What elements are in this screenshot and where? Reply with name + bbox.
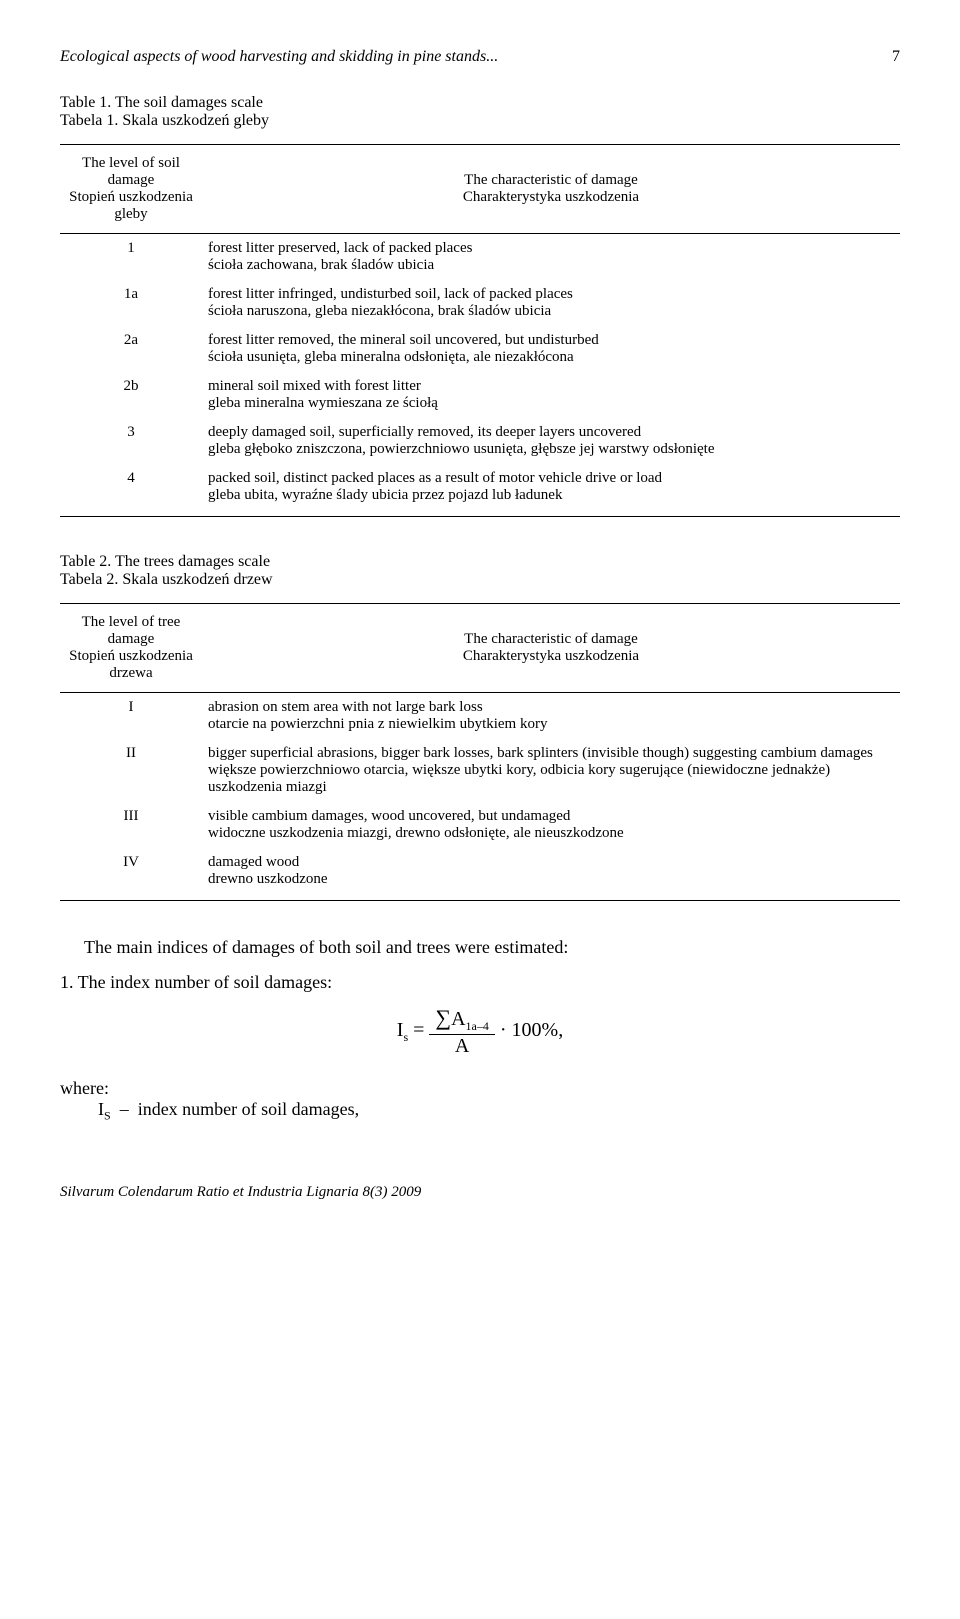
table1-col2-l1: Charakterystyka uszkodzenia xyxy=(208,189,894,206)
table2-level: IV xyxy=(60,848,202,901)
table1-desc: packed soil, distinct packed places as a… xyxy=(202,464,900,517)
table1-col2-header: The characteristic of damage Charakterys… xyxy=(202,145,900,234)
table-row: 4 packed soil, distinct packed places as… xyxy=(60,464,900,517)
table1-caption: Table 1. The soil damages scale Tabela 1… xyxy=(60,94,900,130)
formula-eq: = xyxy=(408,1019,429,1041)
table1-col2-l0: The characteristic of damage xyxy=(208,172,894,189)
table2-col2-l0: The characteristic of damage xyxy=(208,631,894,648)
table2-col2-header: The characteristic of damage Charakterys… xyxy=(202,604,900,693)
formula-num-A: A xyxy=(451,1008,465,1030)
table2-level: III xyxy=(60,802,202,848)
table1-desc-pl: ścioła zachowana, brak śladów ubicia xyxy=(208,257,894,274)
where-label: where: xyxy=(60,1078,109,1098)
table1-level: 2b xyxy=(60,372,202,418)
table1-desc-en: mineral soil mixed with forest litter xyxy=(208,378,894,395)
table2-desc-pl: większe powierzchniowo otarcia, większe … xyxy=(208,762,894,796)
main-sentence: The main indices of damages of both soil… xyxy=(84,937,900,958)
sigma-icon: ∑ xyxy=(435,1005,451,1030)
formula-fraction: ∑A1a–4 A xyxy=(429,1005,494,1058)
table1-desc: deeply damaged soil, superficially remov… xyxy=(202,418,900,464)
table1-desc-pl: gleba ubita, wyraźne ślady ubicia przez … xyxy=(208,487,894,504)
table-row: IV damaged wood drewno uszkodzone xyxy=(60,848,900,901)
table-row: I abrasion on stem area with not large b… xyxy=(60,693,900,740)
running-title: Ecological aspects of wood harvesting an… xyxy=(60,48,498,66)
table2: The level of tree damage Stopień uszkodz… xyxy=(60,603,900,901)
table-row: 1 forest litter preserved, lack of packe… xyxy=(60,234,900,281)
where-definition: IS – index number of soil damages, xyxy=(98,1099,900,1124)
table1-desc-pl: gleba mineralna wymieszana ze ściołą xyxy=(208,395,894,412)
table2-caption: Table 2. The trees damages scale Tabela … xyxy=(60,553,900,589)
table2-desc: abrasion on stem area with not large bar… xyxy=(202,693,900,740)
table2-desc: visible cambium damages, wood uncovered,… xyxy=(202,802,900,848)
formula-soil-index: Is = ∑A1a–4 A · 100%, xyxy=(60,1005,900,1058)
table1-caption-pl: Tabela 1. Skala uszkodzeń gleby xyxy=(60,112,900,130)
table1-col1-l0: The level of soil xyxy=(66,155,196,172)
formula-numerator: ∑A1a–4 xyxy=(429,1005,494,1035)
table1-desc: forest litter preserved, lack of packed … xyxy=(202,234,900,281)
table2-col2-l1: Charakterystyka uszkodzenia xyxy=(208,648,894,665)
formula-num-sub: 1a–4 xyxy=(466,1019,489,1033)
table2-level: I xyxy=(60,693,202,740)
table2-desc-en: bigger superficial abrasions, bigger bar… xyxy=(208,745,894,762)
running-header: Ecological aspects of wood harvesting an… xyxy=(60,48,900,66)
formula-denominator: A xyxy=(429,1035,494,1058)
table1-desc-pl: gleba głęboko zniszczona, powierzchniowo… xyxy=(208,441,894,458)
table1-level: 1 xyxy=(60,234,202,281)
table1-desc-en: forest litter infringed, undisturbed soi… xyxy=(208,286,894,303)
table1-level: 2a xyxy=(60,326,202,372)
where-block: where: IS – index number of soil damages… xyxy=(60,1078,900,1124)
table1-desc-en: packed soil, distinct packed places as a… xyxy=(208,470,894,487)
table1-level: 4 xyxy=(60,464,202,517)
item-1-heading: 1. The index number of soil damages: xyxy=(60,972,900,993)
table1-desc: forest litter removed, the mineral soil … xyxy=(202,326,900,372)
table-row: III visible cambium damages, wood uncove… xyxy=(60,802,900,848)
table2-col1-l2: Stopień uszkodzenia xyxy=(66,648,196,665)
table2-desc-en: abrasion on stem area with not large bar… xyxy=(208,699,894,716)
table2-desc-pl: drewno uszkodzone xyxy=(208,871,894,888)
table2-desc: damaged wood drewno uszkodzone xyxy=(202,848,900,901)
table1-desc-en: deeply damaged soil, superficially remov… xyxy=(208,424,894,441)
journal-footer: Silvarum Colendarum Ratio et Industria L… xyxy=(60,1184,900,1201)
table2-col1-l0: The level of tree xyxy=(66,614,196,631)
table-row: 2a forest litter removed, the mineral so… xyxy=(60,326,900,372)
table1-col1-header: The level of soil damage Stopień uszkodz… xyxy=(60,145,202,234)
table1-caption-en: Table 1. The soil damages scale xyxy=(60,94,900,112)
table1-col1-l3: gleby xyxy=(66,206,196,223)
table2-desc: bigger superficial abrasions, bigger bar… xyxy=(202,739,900,802)
table2-desc-pl: otarcie na powierzchni pnia z niewielkim… xyxy=(208,716,894,733)
table1: The level of soil damage Stopień uszkodz… xyxy=(60,144,900,517)
table2-desc-en: damaged wood xyxy=(208,854,894,871)
formula-lhs: Is xyxy=(397,1019,408,1041)
table-row: 2b mineral soil mixed with forest litter… xyxy=(60,372,900,418)
formula-tail: · 100%, xyxy=(495,1019,563,1041)
table1-desc-en: forest litter preserved, lack of packed … xyxy=(208,240,894,257)
table1-desc-pl: ścioła usunięta, gleba mineralna odsłoni… xyxy=(208,349,894,366)
table1-level: 1a xyxy=(60,280,202,326)
table2-desc-en: visible cambium damages, wood uncovered,… xyxy=(208,808,894,825)
table2-desc-pl: widoczne uszkodzenia miazgi, drewno odsł… xyxy=(208,825,894,842)
table2-col1-l1: damage xyxy=(66,631,196,648)
page-number: 7 xyxy=(892,48,900,66)
table2-col1-l3: drzewa xyxy=(66,665,196,682)
table1-desc: forest litter infringed, undisturbed soi… xyxy=(202,280,900,326)
table2-col1-header: The level of tree damage Stopień uszkodz… xyxy=(60,604,202,693)
table1-desc: mineral soil mixed with forest litter gl… xyxy=(202,372,900,418)
table2-caption-en: Table 2. The trees damages scale xyxy=(60,553,900,571)
table2-caption-pl: Tabela 2. Skala uszkodzeń drzew xyxy=(60,571,900,589)
table1-level: 3 xyxy=(60,418,202,464)
table1-col1-l2: Stopień uszkodzenia xyxy=(66,189,196,206)
table1-desc-pl: ścioła naruszona, gleba niezakłócona, br… xyxy=(208,303,894,320)
table-row: 1a forest litter infringed, undisturbed … xyxy=(60,280,900,326)
table1-desc-en: forest litter removed, the mineral soil … xyxy=(208,332,894,349)
table2-level: II xyxy=(60,739,202,802)
table1-col1-l1: damage xyxy=(66,172,196,189)
table-row: 3 deeply damaged soil, superficially rem… xyxy=(60,418,900,464)
table-row: II bigger superficial abrasions, bigger … xyxy=(60,739,900,802)
